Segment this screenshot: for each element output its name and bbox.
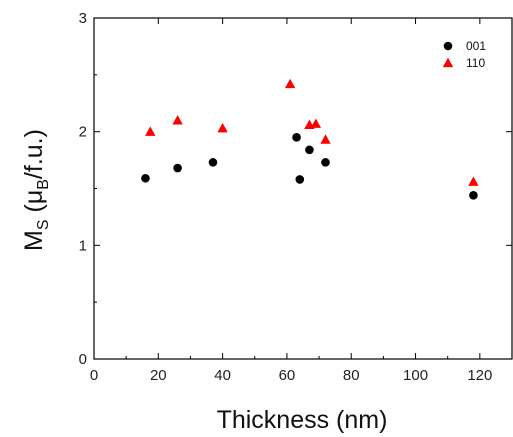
point-series-001 [141, 173, 150, 183]
legend-label-001: 001 [466, 39, 486, 53]
point-series-110 [217, 123, 228, 133]
x-axis-title: Thickness (nm) [217, 406, 388, 434]
x-tick-label: 40 [214, 367, 231, 384]
y-title-sub-b: B [35, 179, 52, 190]
y-title-sub-s: S [35, 219, 52, 230]
x-tick-label: 0 [90, 367, 98, 384]
y-axis-title: MS (μB/f.u.) [20, 129, 52, 251]
x-axis-ticks: 0 20 40 60 80 100 120 [90, 18, 492, 384]
x-tick-label: 20 [150, 367, 167, 384]
point-series-110 [284, 78, 296, 89]
point-series-001 [305, 145, 314, 155]
plot-frame [93, 17, 513, 360]
x-tick-label: 60 [279, 367, 296, 384]
point-series-001 [469, 191, 478, 200]
x-tick-label: 80 [343, 367, 360, 384]
y-tick-label: 3 [79, 10, 87, 27]
y-title-paren: (μ [20, 190, 48, 220]
legend-marker-110 [442, 57, 454, 68]
plot-border [93, 17, 513, 360]
point-series-110 [320, 134, 331, 144]
y-axis-ticks: 0 1 2 3 [79, 10, 512, 368]
legend-label-110: 110 [466, 56, 485, 70]
point-series-110 [310, 118, 322, 128]
point-series-110 [172, 115, 183, 125]
point-series-001 [173, 163, 182, 173]
y-tick-label: 2 [79, 124, 87, 141]
y-tick-label: 0 [79, 351, 87, 368]
point-series-001 [208, 158, 218, 167]
point-series-001 [292, 133, 301, 142]
y-title-rest: /f.u.) [20, 129, 48, 179]
y-title-base: M [20, 230, 48, 251]
point-series-110 [468, 176, 479, 186]
point-series-110 [145, 126, 156, 136]
x-tick-label: 100 [403, 367, 428, 384]
y-tick-label: 1 [79, 237, 87, 254]
legend-marker-001 [443, 41, 453, 51]
point-series-001 [295, 175, 305, 184]
point-series-001 [321, 158, 330, 167]
data-points [141, 78, 479, 200]
x-tick-label: 120 [467, 367, 492, 384]
